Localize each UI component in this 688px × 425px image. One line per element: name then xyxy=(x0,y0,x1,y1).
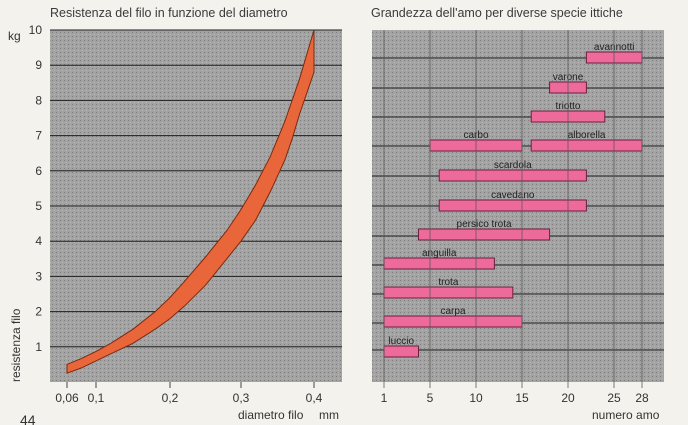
left-chart-title: Resistenza del filo in funzione del diam… xyxy=(50,6,288,20)
wire-strength-chart: 1 2 3 4 5 6 7 8 9 10 0,06 0,1 0,2 0,3 0,4 kg resisten… xyxy=(8,23,342,425)
hook-range-label: trota xyxy=(438,277,458,288)
left-y-ticks: 1 2 3 4 5 6 7 8 9 10 xyxy=(29,23,43,354)
left-y-tick-label: 10 xyxy=(29,23,43,37)
right-x-tick-label: 25 xyxy=(607,391,621,405)
hook-range-bar xyxy=(383,315,523,328)
hook-range-bar xyxy=(418,228,551,241)
right-x-tick-label: 28 xyxy=(635,391,649,405)
hook-number-axis-title: numero amo xyxy=(592,408,660,422)
left-x-tick-label: 0,2 xyxy=(162,391,179,405)
left-y-tick-label: 5 xyxy=(35,199,42,213)
hook-range-bar xyxy=(438,169,587,182)
hook-range-bar xyxy=(438,199,587,212)
hook-range-bar xyxy=(383,286,514,299)
x-unit-label: mm xyxy=(319,408,339,422)
hook-range-label: persico trota xyxy=(457,219,512,230)
page-number: 44 xyxy=(20,412,36,425)
hook-range-label: anguilla xyxy=(422,248,457,259)
hook-range-bar xyxy=(383,257,495,270)
strength-band xyxy=(66,29,315,374)
left-y-tick-label: 2 xyxy=(35,305,42,319)
right-x-tick-label: 20 xyxy=(561,391,575,405)
right-x-tick-label: 15 xyxy=(515,391,529,405)
right-x-tick-label: 5 xyxy=(427,391,434,405)
left-x-tick-label: 0,4 xyxy=(306,391,323,405)
y-unit-label: kg xyxy=(8,29,21,43)
hook-range-bar xyxy=(383,345,419,358)
left-x-ticks: 0,06 0,1 0,2 0,3 0,4 xyxy=(55,382,323,405)
left-x-tick-label: 0,1 xyxy=(88,391,105,405)
left-y-tick-label: 9 xyxy=(35,58,42,72)
hook-range-label: scardola xyxy=(494,160,532,171)
hook-range-bar xyxy=(530,139,643,152)
left-y-tick-label: 7 xyxy=(35,129,42,143)
y-axis-title: resistenza filo xyxy=(9,308,23,382)
right-x-tick-label: 10 xyxy=(469,391,483,405)
left-y-tick-label: 4 xyxy=(35,234,42,248)
left-x-tick-label: 0,06 xyxy=(55,391,79,405)
right-x-ticks: 1 5 10 15 20 25 28 xyxy=(381,30,649,405)
right-chart-title: Grandezza dell'amo per diverse specie it… xyxy=(371,6,623,20)
left-y-tick-label: 3 xyxy=(35,269,42,283)
left-x-tick-label: 0,3 xyxy=(233,391,250,405)
hook-range-label: alborella xyxy=(568,130,606,141)
x-axis-title: diametro filo xyxy=(238,408,304,422)
hook-range-label: luccio xyxy=(388,336,414,347)
hook-range-label: cavedano xyxy=(491,190,535,201)
left-y-tick-label: 1 xyxy=(35,340,42,354)
left-y-tick-label: 6 xyxy=(35,164,42,178)
hook-range-label: carpa xyxy=(440,306,465,317)
left-y-tick-label: 8 xyxy=(35,93,42,107)
right-x-tick-label: 1 xyxy=(381,391,388,405)
